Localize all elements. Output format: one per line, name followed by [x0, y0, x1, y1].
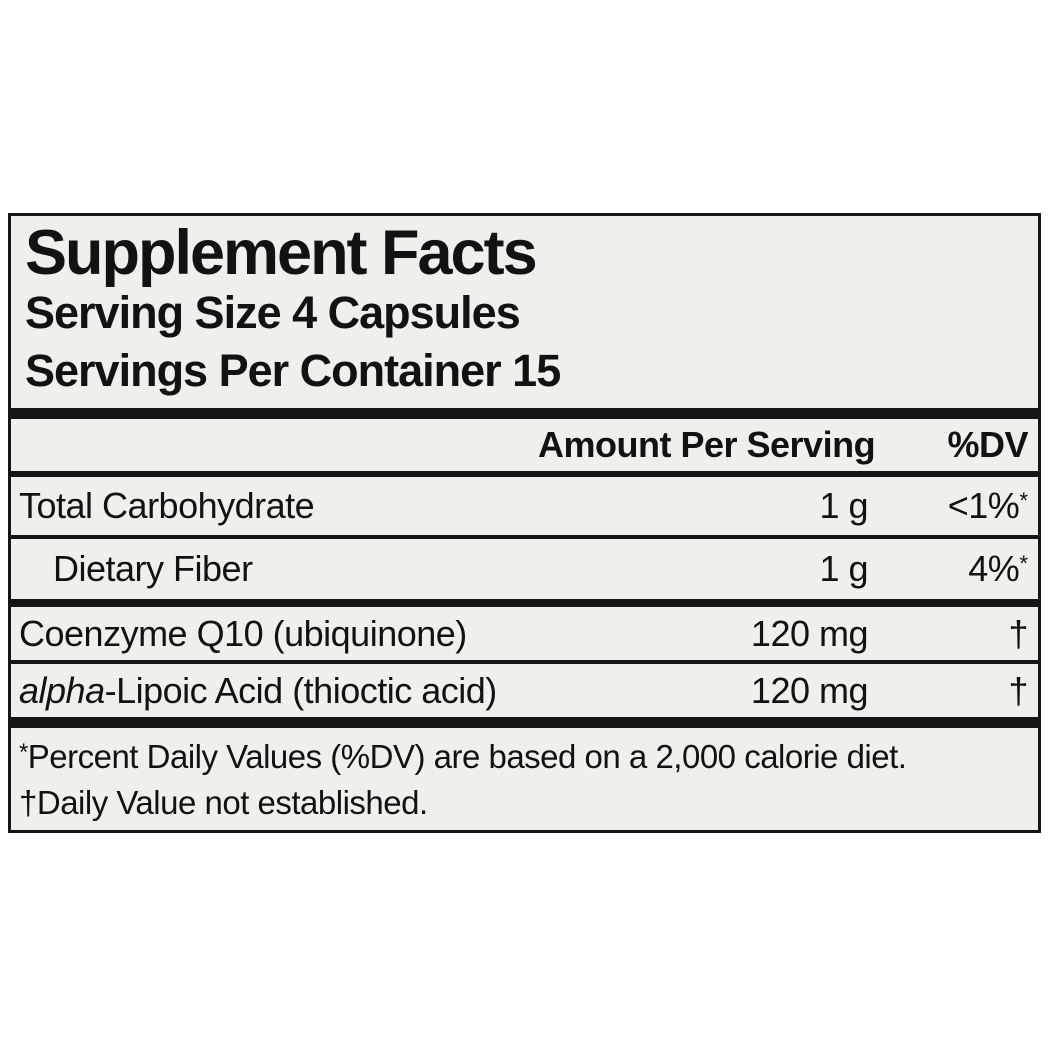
label-title: Supplement Facts [25, 218, 538, 288]
footnote-daily-value: †Daily Value not established. [19, 782, 1028, 824]
dv-asterisk: * [1019, 487, 1028, 513]
footnote-dagger-marker: † [19, 784, 37, 821]
divider-under-header [11, 471, 1038, 477]
nutrient-name-italic: alpha [19, 669, 105, 711]
nutrient-name-text: Coenzyme Q10 (ubiquinone) [19, 612, 467, 654]
divider-thick-top [11, 408, 1038, 419]
dv-value: <1% [947, 485, 1020, 526]
footnotes: *Percent Daily Values (%DV) are based on… [11, 728, 1038, 824]
footnote-text: Percent Daily Values (%DV) are based on … [27, 738, 907, 775]
nutrient-name-text: Dietary Fiber [53, 548, 253, 589]
footnote-text: Daily Value not established. [36, 784, 428, 821]
nutrient-dv: † [868, 613, 1028, 655]
nutrient-name-text: Total Carbohydrate [19, 485, 315, 526]
divider-row [11, 660, 1038, 664]
divider-thick-bottom [11, 717, 1038, 728]
header-percent-dv: %DV [947, 424, 1028, 465]
nutrient-amount: 1 g [819, 548, 868, 589]
divider-medium [11, 599, 1038, 607]
nutrient-amount: 120 mg [750, 612, 869, 654]
table-row: Coenzyme Q10 (ubiquinone) 120 mg † [11, 607, 1038, 660]
table-row: alpha-Lipoic Acid (thioctic acid) 120 mg… [11, 664, 1038, 717]
table-row: Total Carbohydrate 1 g <1%* [11, 477, 1038, 535]
serving-size-line: Serving Size 4 Capsules [25, 287, 521, 338]
nutrient-name: alpha-Lipoic Acid (thioctic acid) [19, 670, 538, 712]
nutrient-name: Dietary Fiber [19, 548, 538, 590]
nutrient-dv: <1%* [868, 485, 1028, 527]
nutrient-dv: † [868, 670, 1028, 712]
nutrient-dv: 4%* [868, 548, 1028, 590]
nutrient-amount: 120 mg [750, 669, 869, 711]
header-amount-per-serving: Amount Per Serving [538, 424, 876, 465]
nutrient-name: Total Carbohydrate [19, 485, 538, 527]
supplement-facts-label: Supplement Facts Serving Size 4 Capsules… [8, 213, 1041, 833]
dv-asterisk: * [1019, 550, 1028, 576]
dv-dagger: † [1008, 669, 1028, 711]
table-row: Dietary Fiber 1 g 4%* [11, 539, 1038, 599]
divider-row [11, 535, 1038, 539]
servings-per-container-line: Servings Per Container 15 [25, 345, 561, 396]
footnote-percent-dv: *Percent Daily Values (%DV) are based on… [19, 736, 1028, 782]
table-header-row: Amount Per Serving %DV [11, 419, 1038, 471]
nutrient-name: Coenzyme Q10 (ubiquinone) [19, 613, 538, 655]
dv-dagger: † [1008, 612, 1028, 654]
nutrient-name-text: -Lipoic Acid (thioctic acid) [104, 669, 498, 711]
dv-value: 4% [968, 548, 1020, 589]
footnote-asterisk-marker: * [19, 738, 28, 766]
nutrient-amount: 1 g [819, 485, 868, 526]
